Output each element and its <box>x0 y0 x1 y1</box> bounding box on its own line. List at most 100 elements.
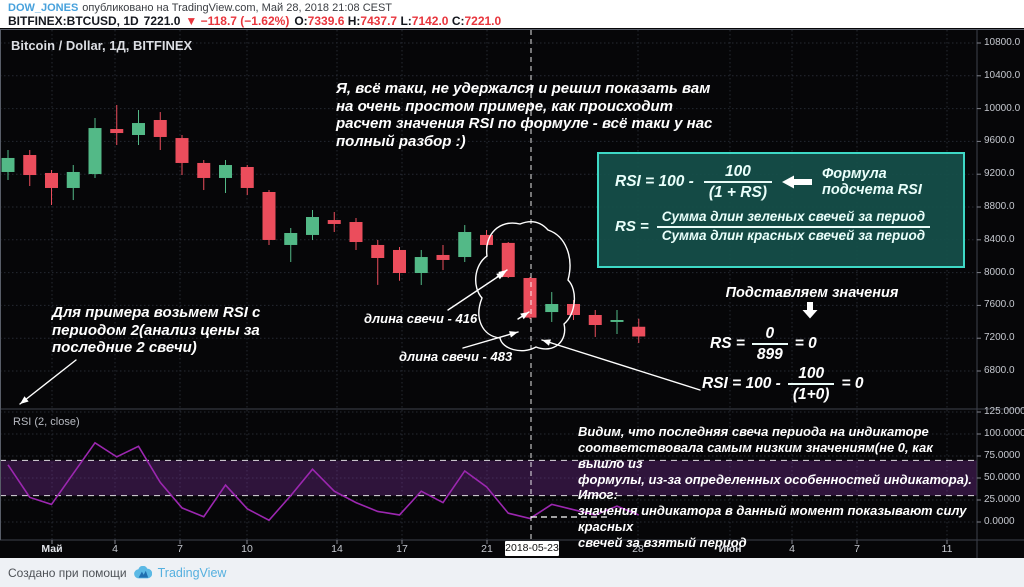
rs-calc-fraction: 0 899 <box>751 325 788 363</box>
price-axis-label: 10400.0 <box>984 69 1021 81</box>
author-link[interactable]: DOW_JONES <box>8 2 79 14</box>
time-axis-label: 4 <box>789 543 795 555</box>
price-axis-label: 8400.0 <box>984 233 1015 245</box>
rs-calculation: RS = 0 899 = 0 <box>710 325 817 364</box>
rsi-formula-box: RSI = 100 - 100 (1 + RS) Формула подсчет… <box>597 152 965 268</box>
small-arrow-candle-416-body-head <box>498 270 507 278</box>
candle-body <box>306 217 319 235</box>
time-axis-label: 21 <box>481 543 493 555</box>
last-price: 7221.0 <box>143 14 181 28</box>
candle-length-416-label: длина свечи - 416 <box>364 311 478 326</box>
tradingview-link[interactable]: TradingView <box>157 565 227 580</box>
time-axis-label: 14 <box>331 543 343 555</box>
rsi-calculation: RSI = 100 - 100 (1+0) = 0 <box>702 365 864 404</box>
arrow-to-circled-candles-head <box>542 339 551 346</box>
published-text: опубликовано на TradingView.com, Май 28,… <box>82 2 393 14</box>
price-axis-label: 9200.0 <box>984 168 1015 180</box>
candle-body <box>393 249 406 274</box>
left-arrow-icon <box>781 175 812 189</box>
price-axis-label: 8800.0 <box>984 201 1015 212</box>
candle-body <box>545 304 559 313</box>
candle-body <box>480 234 493 245</box>
candle-body <box>327 220 341 224</box>
rsi-axis-label: 0.0000 <box>984 516 1015 527</box>
price-change: ▼ −118.7 (−1.62%) <box>185 14 290 28</box>
arrow-to-circled-candles <box>541 339 701 391</box>
arrow-to-rsi-pane-head <box>20 396 29 404</box>
candle-body <box>414 257 428 274</box>
candle-body <box>88 128 102 175</box>
conclusion-note: Видим, что последняя свеча периода на ин… <box>578 424 972 551</box>
candle-body <box>501 242 515 278</box>
time-axis-label: Июн <box>718 543 742 555</box>
formula-caption: Формула подсчета RSI <box>821 165 922 199</box>
small-arrow-candle-483-body-head <box>520 312 529 320</box>
time-axis-label: 28 <box>632 543 644 555</box>
formula-rs-lhs: RS = <box>615 218 649 236</box>
candle-length-483-label: длина свечи - 483 <box>399 349 513 364</box>
ohlc-values: O:7339.6 H:7437.7 L:7142.0 C:7221.0 <box>294 14 502 28</box>
down-arrow-icon <box>802 302 818 319</box>
chart-legend-title: Bitcoin / Dollar, 1Д, BITFINEX <box>11 38 193 53</box>
time-axis-label: 17 <box>396 543 408 555</box>
candle-body <box>66 171 80 188</box>
candle-body <box>371 244 385 259</box>
candle-body <box>349 222 363 243</box>
formula-rsi-lhs: RSI = 100 - <box>615 173 694 191</box>
tradingview-logo-icon <box>133 565 152 578</box>
rsi-indicator-label[interactable]: RSI (2, close) <box>13 416 80 428</box>
time-axis-label: 4 <box>112 543 118 555</box>
crosshair-date-badge: 2018-05-23 <box>505 541 559 556</box>
arrow-candle-483 <box>462 331 519 349</box>
candle-body <box>45 172 58 188</box>
rs-formula-row: RS = Сумма длин зеленых свечей за период… <box>599 203 963 246</box>
hand-drawn-circle <box>475 221 575 352</box>
created-with-text: Создано при помощи <box>8 565 127 580</box>
intro-note: Я, всё таки, не удержался и решил показа… <box>336 80 713 150</box>
candle-body <box>632 326 646 337</box>
chart-canvas[interactable]: Bitcoin / Dollar, 1Д, BITFINEX RSI (2, c… <box>0 28 1024 558</box>
rsi-formula-row: RSI = 100 - 100 (1 + RS) Формула подсчет… <box>599 154 963 203</box>
publication-header: DOW_JONES опубликовано на TradingView.com… <box>0 0 1024 28</box>
arrow-candle-483-head <box>509 331 518 338</box>
candle-body <box>262 191 276 240</box>
footer: Создано при помощи TradingView <box>0 558 1024 587</box>
rsi-calc-fraction: 100 (1+0) <box>787 365 835 403</box>
price-axis-label: 9600.0 <box>984 135 1015 147</box>
rsi-axis-label: 25.0000 <box>984 494 1021 505</box>
chart-plot-svg[interactable] <box>0 28 1024 558</box>
candle-body <box>219 165 232 178</box>
candle-body <box>588 314 602 326</box>
candle-body <box>132 123 145 136</box>
formula-rs-fraction: Сумма длин зеленых свечей за период Сумм… <box>656 209 931 244</box>
rsi-axis-label: 100.0000 <box>984 428 1024 439</box>
time-axis-label: 7 <box>854 543 860 555</box>
price-axis-label: 6800.0 <box>984 365 1015 376</box>
arrow-candle-416 <box>447 271 506 311</box>
time-axis-label: Май <box>41 543 63 555</box>
symbol-interval: BITFINEX:BTCUSD, 1D <box>8 14 139 28</box>
candle-body <box>23 155 37 176</box>
price-axis-label: 7200.0 <box>984 332 1015 344</box>
period-note: Для примера возьмем RSI с периодом 2(ана… <box>52 304 261 357</box>
candle-body <box>523 278 537 318</box>
time-axis-label: 10 <box>241 543 253 555</box>
candle-body <box>610 319 624 322</box>
substitute-values-label: Подставляем значения <box>725 285 899 301</box>
candle-body <box>458 232 472 258</box>
price-axis-label: 7600.0 <box>984 299 1015 311</box>
candle-body <box>175 138 189 163</box>
candle-body <box>284 232 298 245</box>
publication-byline: DOW_JONES опубликовано на TradingView.com… <box>8 2 392 14</box>
time-axis-label: 7 <box>177 543 183 555</box>
candle-body <box>153 119 167 137</box>
rsi-axis-label: 75.0000 <box>984 450 1021 461</box>
price-axis-label: 10800.0 <box>984 37 1021 48</box>
time-axis-label: 11 <box>941 543 953 555</box>
rsi-plot-line <box>7 441 640 522</box>
price-axis-label: 10000.0 <box>984 102 1021 114</box>
rsi-axis-label: 125.0000 <box>984 406 1024 417</box>
candle-body <box>197 162 211 178</box>
arrow-to-rsi-pane <box>19 359 77 405</box>
